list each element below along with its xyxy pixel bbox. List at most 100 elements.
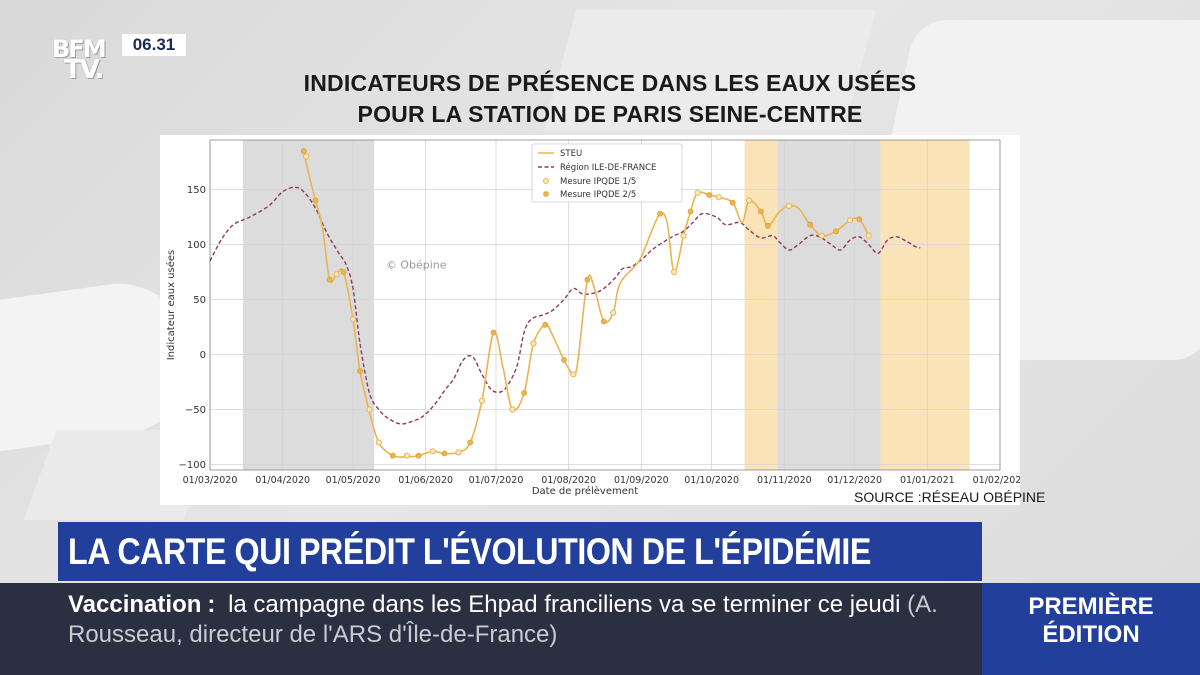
ipqde-1-5-point (403, 452, 411, 459)
ipqde-2-5-point (856, 216, 863, 223)
ipqde-2-5-point (441, 450, 448, 457)
ipqde-1-5-point (333, 271, 340, 278)
ticker-keyword: Vaccination (68, 591, 202, 618)
ipqde-1-5-point (429, 448, 436, 455)
ticker-attribution: (A. Rousseau, directeur de l'ARS d'Île-d… (68, 591, 938, 648)
orange-period-band (880, 140, 970, 470)
headline-line-2: POUR LA STATION DE PARIS SEINE-CENTRE (357, 101, 863, 127)
ipqde-2-5-point (687, 208, 694, 215)
legend-ipqde-2-5-swatch (543, 191, 549, 197)
ipqde-2-5-point (467, 439, 474, 446)
ticker-body: la campagne dans les Ehpad franciliens v… (228, 591, 901, 618)
x-tick-label: 01/09/2020 (614, 475, 669, 486)
legend-box (531, 143, 683, 203)
chart: 150 100 50 0 −50 −100 01/03/2020 01/04/2020 01/0… (165, 139, 1027, 497)
ipqde-1-5-point (694, 189, 701, 196)
ipqde-2-5-point (389, 452, 396, 459)
x-axis-label: Date de prélèvement (532, 485, 638, 497)
headline-banner (58, 522, 982, 581)
ticker-text: Vaccination: la campagne dans les Ehpad … (68, 590, 968, 650)
ipqde-2-5-point (765, 222, 771, 229)
ipqde-1-5-point (746, 197, 753, 204)
ipqde-2-5-point (312, 197, 319, 204)
ipqde-2-5-point (561, 357, 567, 363)
x-tick-label: 01/11/2020 (757, 475, 812, 486)
ipqde-1-5-point (671, 268, 678, 276)
channel-logo: BFM TV. (52, 35, 114, 87)
ipqde-1-5-point (303, 153, 310, 160)
ipqde-1-5-point (478, 397, 486, 404)
x-tick-label: 01/04/2020 (255, 475, 310, 486)
x-tick-label: 01/12/2020 (827, 475, 882, 486)
x-tick-label: 01/06/2020 (398, 475, 453, 486)
ipqde-2-5-point (706, 192, 713, 198)
legend-ipqde-1-5-swatch (543, 178, 549, 184)
ipqde-2-5-point (600, 318, 607, 325)
y-tick-label: 100 (187, 240, 206, 251)
news-ticker (0, 583, 982, 675)
x-tick-label: 01/05/2020 (326, 475, 381, 486)
ipqde-2-5-point (300, 148, 307, 154)
ipqde-1-5-point (846, 217, 854, 224)
grey-period-band (777, 140, 881, 470)
orange-period-band (744, 140, 778, 470)
edition-line-2: ÉDITION (1042, 621, 1140, 648)
x-tick-label: 01/08/2020 (541, 475, 596, 486)
ipqde-1-5-point (530, 340, 537, 347)
ipqde-2-5-point (542, 321, 549, 328)
logo-line-1: BFM (52, 35, 107, 63)
ipqde-1-5-point (785, 202, 793, 210)
ipqde-1-5-point (366, 406, 373, 413)
watermark: © Obépine (386, 259, 447, 272)
ipqde-2-5-point (340, 269, 347, 275)
ipqde-1-5-point (455, 449, 462, 456)
ipqde-1-5-point (509, 406, 516, 413)
y-tick-label: −50 (185, 405, 206, 416)
headline-line-1: INDICATEURS DE PRÉSENCE DANS LES EAUX US… (303, 70, 917, 96)
edition-line-1: PREMIÈRE (1028, 593, 1154, 620)
y-tick-label: 150 (187, 185, 206, 196)
ipqde-2-5-point (833, 228, 839, 235)
y-tick-label: 0 (200, 350, 206, 361)
ipqde-2-5-point (807, 221, 814, 228)
ipqde-2-5-point (521, 390, 528, 396)
legend-entry-label: STEU (560, 149, 582, 159)
ipqde-2-5-point (729, 199, 736, 206)
ipqde-2-5-point (326, 276, 333, 283)
region-ile-de-france-line (209, 186, 921, 425)
steu-line (303, 150, 870, 458)
source-credit: SOURCE :RÉSEAU OBÉPINE (854, 489, 1046, 505)
ipqde-1-5-point (865, 232, 872, 239)
edition-badge: PREMIÈRE ÉDITION (982, 583, 1200, 675)
ipqde-1-5-point (715, 194, 722, 201)
chart-card: 150 100 50 0 −50 −100 01/03/2020 01/04/2020 01/0… (160, 135, 1027, 505)
ipqde-1-5-point (610, 309, 617, 316)
logo-line-2: TV. (64, 55, 104, 85)
ipqde-1-5-point (570, 371, 577, 378)
grey-period-band (242, 140, 375, 470)
ipqde-1-5-point (818, 232, 825, 239)
y-tick-label: −100 (179, 460, 206, 471)
y-tick-label: 50 (193, 295, 206, 306)
plot-frame (209, 139, 1001, 471)
ipqde-1-5-point (375, 439, 382, 446)
y-axis-label: Indicateur eaux usées (165, 250, 177, 361)
ipqde-2-5-point (584, 276, 591, 283)
ipqde-1-5-point (680, 232, 687, 239)
x-tick-label: 01/10/2020 (684, 475, 739, 486)
ipqde-2-5-point (657, 210, 663, 217)
chart-headline: INDICATEURS DE PRÉSENCE DANS LES EAUX US… (200, 68, 1020, 130)
x-tick-label: 01/03/2020 (183, 475, 238, 486)
clock: 06.31 (122, 34, 186, 56)
legend-entry-label: Mesure IPQDE 1/5 (560, 177, 636, 187)
ipqde-2-5-point (357, 368, 363, 374)
ticker-separator: : (207, 591, 216, 618)
x-tick-label: 01/07/2020 (469, 475, 524, 486)
ipqde-2-5-point (757, 208, 764, 215)
ipqde-1-5-point (349, 316, 357, 323)
x-tick-label: 01/02/2021 (973, 475, 1020, 486)
x-tick-label: 01/01/2021 (900, 475, 955, 486)
banner-text: LA CARTE QUI PRÉDIT L'ÉVOLUTION DE L'ÉPI… (68, 531, 871, 572)
ipqde-2-5-point (490, 329, 497, 336)
legend-entry-label: Mesure IPQDE 2/5 (560, 190, 636, 200)
